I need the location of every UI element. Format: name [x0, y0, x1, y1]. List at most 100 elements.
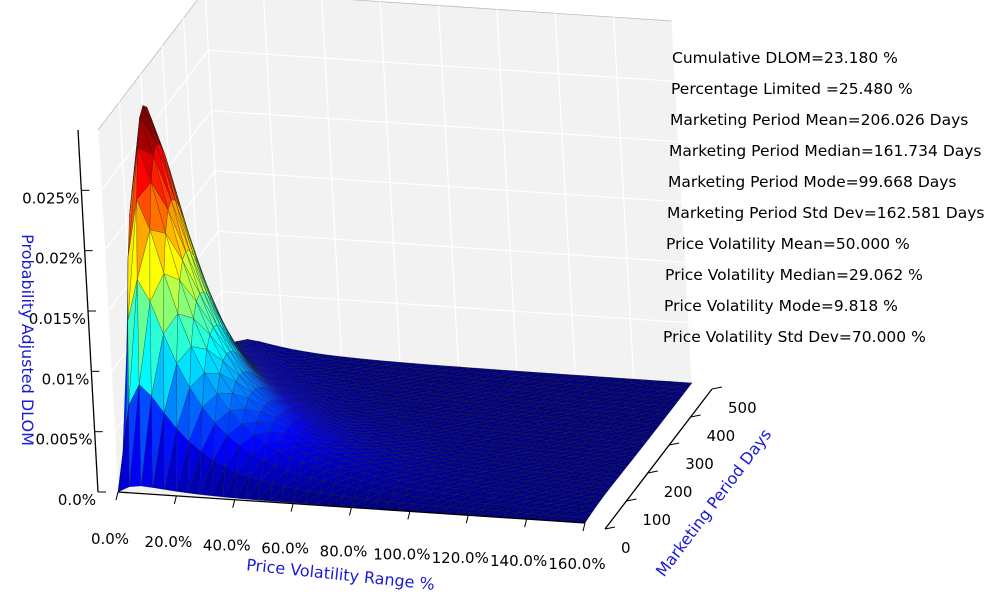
surface-facet [494, 440, 510, 446]
z-tick-label: 0.01% [42, 370, 90, 388]
surface-facet [450, 431, 467, 437]
surface-facet [575, 495, 592, 501]
surface-facet [420, 436, 437, 441]
surface-facet [316, 390, 333, 394]
surface-facet [357, 417, 374, 422]
surface-facet [272, 465, 288, 485]
surface-facet [295, 408, 311, 416]
surface-facet [127, 279, 138, 406]
surface-facet [467, 382, 483, 387]
surface-facet [411, 418, 428, 423]
surface-facet [417, 396, 434, 402]
surface-facet [238, 372, 256, 390]
surface-facet [251, 434, 267, 454]
surface-facet [283, 355, 300, 359]
surface-facet [312, 392, 329, 396]
surface-facet [381, 434, 398, 439]
surface-facet [164, 154, 184, 219]
surface-facet [491, 398, 508, 404]
surface-facet [523, 466, 539, 472]
surface-facet [588, 462, 605, 468]
surface-facet [513, 495, 530, 501]
surface-facet [499, 403, 516, 409]
surface-facet [551, 431, 568, 437]
surface-facet [483, 392, 500, 398]
surface-facet [556, 393, 573, 399]
surface-facet [567, 379, 584, 385]
surface-facet [430, 469, 447, 475]
gridline [211, 110, 679, 143]
surface-facet [345, 426, 363, 430]
surface-facet [466, 367, 482, 373]
surface-facet [374, 500, 391, 510]
surface-facet [367, 408, 384, 412]
surface-facet [545, 392, 562, 398]
surface-facet [438, 475, 455, 481]
surface-facet [493, 426, 510, 432]
surface-facet [504, 427, 521, 433]
surface-facet [451, 385, 468, 391]
surface-facet [454, 488, 471, 495]
surface-facet [269, 483, 285, 502]
surface-facet [187, 440, 202, 494]
surface-facet [427, 369, 444, 375]
surface-facet [393, 380, 410, 386]
surface-facet [263, 402, 281, 414]
surface-facet [362, 499, 379, 509]
surface-facet [558, 469, 574, 475]
surface-facet [561, 515, 577, 522]
surface-facet [585, 419, 602, 425]
surface-facet [540, 430, 556, 436]
surface-facet [342, 428, 359, 433]
surface-facet [575, 433, 591, 439]
surface-facet [338, 431, 355, 436]
surface-facet [589, 414, 606, 420]
surface-facet [350, 371, 366, 376]
surface-facet [526, 462, 543, 467]
x-tick-label: 140.0% [490, 552, 547, 570]
surface-facet [494, 379, 510, 385]
surface-facet [449, 404, 465, 409]
surface-facet [142, 105, 161, 145]
surface-facet [491, 510, 507, 518]
gridline [218, 230, 686, 263]
y-tick-label: 300 [685, 455, 714, 473]
surface-facet [416, 382, 433, 388]
surface-facet [374, 440, 391, 445]
surface-facet [316, 492, 332, 506]
surface-facet [442, 365, 459, 371]
surface-facet [289, 384, 306, 390]
surface-facet [300, 430, 317, 438]
surface-facet [595, 453, 612, 459]
gridline [208, 49, 676, 82]
surface-facet [295, 474, 312, 490]
surface-facet [440, 443, 456, 448]
surface-facet [432, 379, 448, 385]
surface-facet [397, 502, 414, 511]
surface-facet [315, 433, 332, 440]
surface-facet [520, 485, 537, 491]
surface-facet [337, 420, 354, 424]
surface-facet [432, 505, 449, 514]
surface-facet [587, 448, 604, 454]
surface-facet [257, 372, 275, 386]
surface-facet [498, 389, 515, 395]
surface-facet [160, 144, 180, 208]
surface-facet [599, 386, 615, 392]
surface-facet [292, 383, 309, 388]
surface-facet [204, 348, 221, 374]
surface-facet [372, 416, 389, 421]
surface-facet [380, 365, 397, 371]
surface-facet [263, 357, 281, 362]
surface-facet [139, 384, 152, 487]
surface-facet [355, 444, 372, 448]
surface-facet [623, 402, 640, 408]
surface-facet [441, 457, 457, 462]
surface-facet [463, 495, 479, 503]
surface-facet [579, 442, 596, 448]
surface-facet [421, 449, 438, 454]
surface-facet [421, 504, 437, 513]
surface-facet [472, 406, 489, 411]
surface-facet [393, 436, 410, 441]
surface-facet [392, 424, 409, 429]
